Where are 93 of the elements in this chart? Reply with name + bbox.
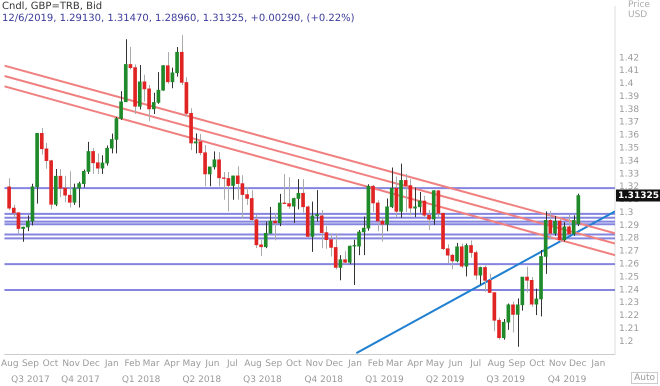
candlestick [96,152,100,174]
x-tick-label: Nov [62,359,81,370]
candlestick [464,243,468,277]
candlestick [478,266,482,286]
x-tick-label: Sep [265,359,282,370]
candlestick [460,243,464,269]
candlestick [558,218,562,243]
y-tick-label: 1.39 [619,92,640,102]
candlestick [231,175,235,200]
x2-tick-label: Q3 2018 [243,374,282,385]
x-tick-label: Mar [386,359,404,370]
candlestick [567,214,571,236]
candlestick [343,250,347,265]
x-tick-label: Feb [124,359,141,370]
x-tick-label: Oct [286,359,302,370]
x-tick-label: Nov [548,359,568,370]
x2-tick-label: Q2 2019 [426,374,465,385]
y-axis-title: Price USD [628,0,651,20]
candlestick [553,215,557,236]
y-tick-label: 1.38 [619,104,640,115]
candlestick [278,193,282,227]
x-tick-label: Aug [244,359,262,370]
x2-tick-label: Q3 2017 [11,374,50,385]
x-tick-label: Dec [326,359,344,370]
y-tick-label: 1.32 [619,182,640,192]
x-tick-label: May [426,359,446,370]
x-tick-label: Apr [164,359,180,370]
x-tick-label: Jan [347,359,362,370]
y-tick-label: 1.24 [619,285,640,296]
x-tick-label: Aug [1,359,19,370]
x-tick-label: Jul [469,359,482,370]
candlestick [548,210,552,240]
x-tick-label: Mar [142,359,160,370]
y-tick-label: 1.37 [619,118,640,128]
x-tick-label: Jun [204,359,220,370]
candlestick [455,242,459,263]
y-tick-label: 1.25 [619,272,640,282]
x-tick-label: May [182,359,202,370]
x-tick-label: Aug [488,359,506,370]
y-tick-label: 1.26 [619,260,640,270]
text: 1.31325 [618,190,659,201]
candlestick [166,52,170,84]
x2-tick-label: Q4 2018 [304,374,344,385]
chart-title: Cndl, GBP=TRB, Bid [2,1,104,13]
x-tick-label: Feb [368,359,384,370]
y-tick-label: 1.27 [619,246,640,257]
y-tick-label: 1.34 [619,156,640,166]
x2-tick-label: Q1 2019 [365,374,404,385]
x2-tick-label: Q1 2018 [122,374,161,385]
y-tick-label: 1.21 [619,324,640,334]
y-tick-label: 1.4 [619,79,634,90]
candlestick [264,221,268,249]
candlestick [194,132,198,154]
y-tick-label: 1.42 [619,53,640,64]
x-tick-label: Dec [82,359,100,370]
x-tick-label: Apr [407,359,424,370]
x-tick-label: Oct [529,359,546,370]
x-tick-label: Nov [306,359,324,370]
y-tick-label: 1.23 [619,298,640,308]
y-tick-label: 1.33 [619,169,640,180]
x-tick-label: Jan [104,359,119,370]
x-tick-label: Dec [568,359,586,370]
candlestick [320,210,324,249]
y-tick-label: 1.41 [619,66,640,76]
y-tick-label: 1.2 [619,336,634,347]
candlestick [338,254,342,281]
text: Auto [631,372,658,384]
y-tick-label: 1.28 [619,234,640,244]
candlestick [404,173,408,212]
candlestick [273,212,277,241]
x-tick-label: Sep [508,359,526,370]
x2-tick-label: Q2 2018 [182,374,222,385]
candlestick [394,176,398,218]
x2-tick-label: Q3 2019 [486,374,526,385]
candlestick [236,166,240,200]
text: 12/6/2019, 1.29130, 1.31470, 1.28960, 1.31325, +0.00290, (+0.22%) [2,13,355,25]
x2-tick-label: Q4 2019 [548,374,587,385]
candlestick [68,170,72,208]
x2-tick-label: Q4 2017 [61,374,100,385]
x-tick-label: Jun [448,359,463,370]
x-tick-label: Oct [42,359,59,370]
candlestick [562,222,566,242]
x-tick-label: Sep [22,359,40,370]
x-tick-label: Jul [226,359,238,370]
y-tick-label: 1.22 [619,311,640,322]
y-tick-label: 1.3 [619,208,634,218]
candlestick [292,197,296,224]
x-tick-label: Jan [590,359,606,370]
y-tick-label: 1.35 [619,144,640,154]
candlestick [511,301,515,333]
candlestick [348,244,352,265]
y-tick-label: 1.36 [619,130,640,141]
y-tick-label: 1.29 [619,220,640,231]
